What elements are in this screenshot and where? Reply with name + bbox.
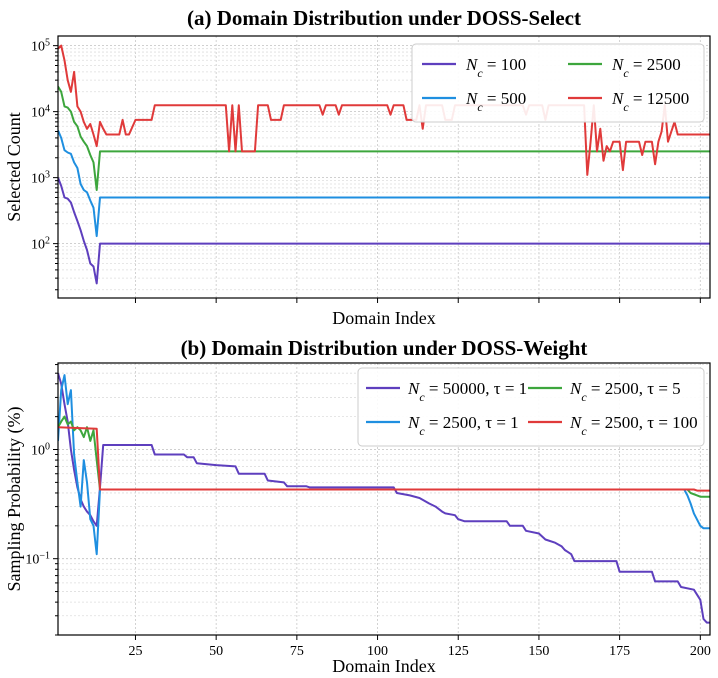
series-lines-weight [58,372,710,624]
y-axis-label-weight: Sampling Probability (%) [4,407,25,592]
series-line-weight-3 [58,426,710,492]
panel-select: (a) Domain Distribution under DOSS-Selec… [4,6,711,328]
x-tick-label-weight: 175 [609,644,630,659]
legend-weight: Nc = 50000, τ = 1 Nc = 2500, τ = 1 Nc = … [357,367,705,447]
axis-ticks-weight: 25 50 75 100 125 150 175 200 10−1 100 [25,364,711,659]
series-line-select-0 [58,177,710,285]
x-tick-label-weight: 200 [690,644,711,659]
series-line-weight-0 [58,372,710,624]
x-tick-label-weight: 25 [128,644,142,659]
axis-ticks-select: 102 103 104 105 [31,37,701,303]
y-tick-label-select: 105 [31,37,50,55]
x-axis-label-weight: Domain Index [332,656,435,676]
x-axis-label-select: Domain Index [332,308,435,328]
chart-title-select: (a) Domain Distribution under DOSS-Selec… [187,6,581,30]
legend-label-nc2500-tau5: Nc = 2500, τ = 5 [569,379,681,404]
series-line-weight-1 [58,374,710,556]
series-line-select-1 [58,130,710,238]
legend-label-nc500: Nc = 500 [465,89,526,114]
x-tick-label-weight: 125 [448,644,469,659]
legend-box-weight [357,367,705,447]
y-tick-label-select: 103 [31,169,50,187]
chart-title-weight: (b) Domain Distribution under DOSS-Weigh… [181,336,588,360]
y-tick-label-select: 104 [31,103,50,121]
legend-label-nc2500-tau100: Nc = 2500, τ = 100 [569,413,698,438]
legend-label-nc12500: Nc = 12500 [611,89,689,114]
plot-frame-weight [57,362,711,636]
y-axis-label-select: Selected Count [4,112,24,221]
plot-frame-select [57,35,711,299]
x-tick-label-weight: 50 [209,644,223,659]
grid-select [58,36,710,298]
series-line-select-3 [58,44,710,176]
legend-box-select [411,43,705,123]
legend-label-nc100: Nc = 100 [465,55,526,80]
panel-weight: (b) Domain Distribution under DOSS-Weigh… [4,336,711,676]
x-tick-label-weight: 75 [290,644,304,659]
x-tick-label-weight: 100 [367,644,388,659]
legend-label-nc50000-tau1: Nc = 50000, τ = 1 [407,379,527,404]
series-line-select-2 [58,85,710,191]
series-line-weight-2 [58,415,710,498]
legend-select: Nc = 100 Nc = 500 Nc = 2500 Nc = 12500 [411,43,705,123]
legend-label-nc2500: Nc = 2500 [611,55,681,80]
y-tick-label-select: 102 [31,235,50,253]
series-lines-select [58,44,710,285]
y-tick-label-weight: 10−1 [25,550,50,568]
y-tick-label-weight: 100 [31,441,50,459]
x-tick-label-weight: 150 [528,644,549,659]
legend-label-nc2500-tau1: Nc = 2500, τ = 1 [407,413,519,438]
